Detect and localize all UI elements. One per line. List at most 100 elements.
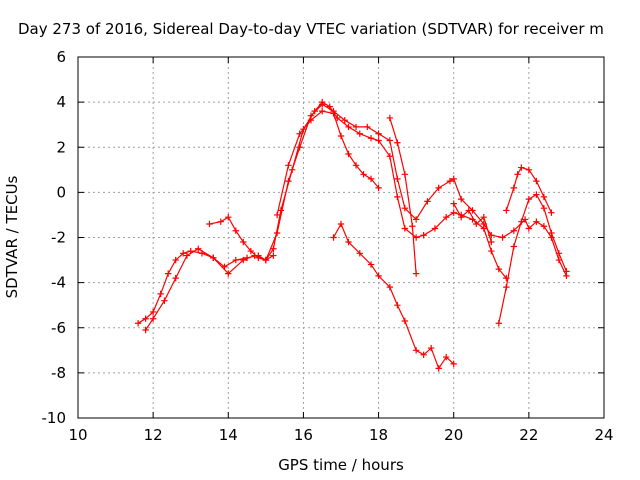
y-axis-label: SDTVAR / TECUs — [3, 175, 21, 298]
data-point — [450, 200, 457, 207]
data-point — [270, 245, 277, 252]
data-point — [255, 254, 262, 262]
data-point — [386, 153, 394, 160]
data-point — [157, 290, 164, 298]
data-point — [548, 229, 555, 237]
data-point — [345, 238, 352, 246]
data-point — [540, 204, 548, 212]
data-point — [458, 195, 465, 203]
data-point — [533, 218, 540, 225]
y-tick-label: -8 — [51, 364, 66, 382]
data-point — [172, 274, 179, 282]
data-point — [431, 225, 439, 232]
data-point — [273, 211, 281, 219]
data-point — [307, 116, 315, 124]
data-point — [518, 218, 525, 225]
data-point — [251, 252, 258, 259]
data-point — [409, 223, 416, 230]
data-point — [555, 256, 563, 264]
series-line — [332, 222, 455, 370]
data-point — [446, 177, 454, 185]
data-point — [172, 256, 179, 264]
x-axis-ticks: 10 12 14 16 18 20 22 24 — [68, 57, 614, 444]
series-1 — [142, 101, 570, 334]
series-line — [389, 117, 417, 274]
series-line — [276, 110, 380, 216]
data-point — [427, 344, 435, 352]
data-point — [149, 315, 157, 322]
data-point — [367, 135, 375, 142]
data-point — [488, 247, 495, 255]
data-point — [401, 317, 409, 325]
x-tick-label: 10 — [68, 426, 87, 444]
series-5 — [386, 114, 420, 277]
data-point — [356, 130, 363, 137]
data-point — [247, 247, 255, 255]
data-point — [386, 114, 394, 122]
series-7 — [495, 191, 570, 327]
data-point — [375, 184, 382, 192]
series-4 — [330, 220, 457, 372]
data-point — [525, 225, 533, 232]
data-point — [548, 209, 555, 216]
y-tick-label: -10 — [42, 409, 67, 427]
data-point — [183, 252, 191, 259]
y-tick-label: 2 — [56, 138, 66, 156]
data-point — [533, 191, 540, 198]
chart-title: Day 273 of 2016, Sidereal Day-to-day VTE… — [18, 20, 604, 38]
data-point — [262, 256, 270, 264]
plot-frame — [77, 56, 605, 419]
data-point — [386, 283, 394, 291]
data-point — [394, 193, 401, 201]
data-point — [240, 238, 247, 246]
data-point — [555, 250, 563, 257]
y-tick-label: -6 — [51, 319, 66, 337]
data-point — [319, 101, 326, 108]
x-tick-label: 24 — [594, 426, 613, 444]
x-tick-label: 14 — [219, 426, 238, 444]
series-line — [453, 203, 492, 243]
data-point — [450, 209, 457, 216]
data-point — [503, 207, 510, 214]
data-point — [394, 139, 401, 146]
y-tick-label: 4 — [56, 93, 66, 111]
data-point — [210, 254, 217, 262]
data-point — [540, 223, 548, 230]
data-point — [473, 220, 480, 228]
data-point — [273, 229, 281, 237]
data-point — [480, 213, 487, 221]
data-point — [525, 166, 533, 174]
data-point — [180, 250, 187, 257]
data-point — [443, 213, 450, 221]
y-tick-label: 6 — [56, 48, 66, 66]
data-point — [270, 252, 277, 259]
series-8 — [503, 164, 555, 216]
data-point — [142, 326, 149, 334]
data-point — [412, 216, 420, 223]
data-point — [521, 216, 529, 223]
data-point — [435, 365, 442, 372]
data-point — [285, 162, 292, 169]
y-tick-label: -4 — [51, 274, 66, 292]
data-point — [337, 132, 345, 140]
x-tick-label: 18 — [369, 426, 388, 444]
data-point — [514, 171, 521, 178]
x-tick-label: 22 — [519, 426, 538, 444]
data-point — [134, 320, 142, 327]
data-point — [412, 270, 420, 277]
data-point — [296, 144, 303, 151]
data-point — [375, 137, 382, 144]
data-point — [352, 123, 360, 131]
data-point — [443, 353, 450, 361]
series-2 — [206, 213, 277, 264]
data-point — [277, 207, 285, 214]
series-line — [498, 193, 567, 324]
data-point — [149, 308, 157, 316]
data-point — [420, 351, 427, 359]
data-point — [352, 162, 360, 169]
x-tick-label: 20 — [444, 426, 463, 444]
data-point — [386, 137, 394, 144]
data-point — [367, 261, 375, 268]
data-point — [510, 227, 518, 234]
data-point — [225, 270, 232, 277]
